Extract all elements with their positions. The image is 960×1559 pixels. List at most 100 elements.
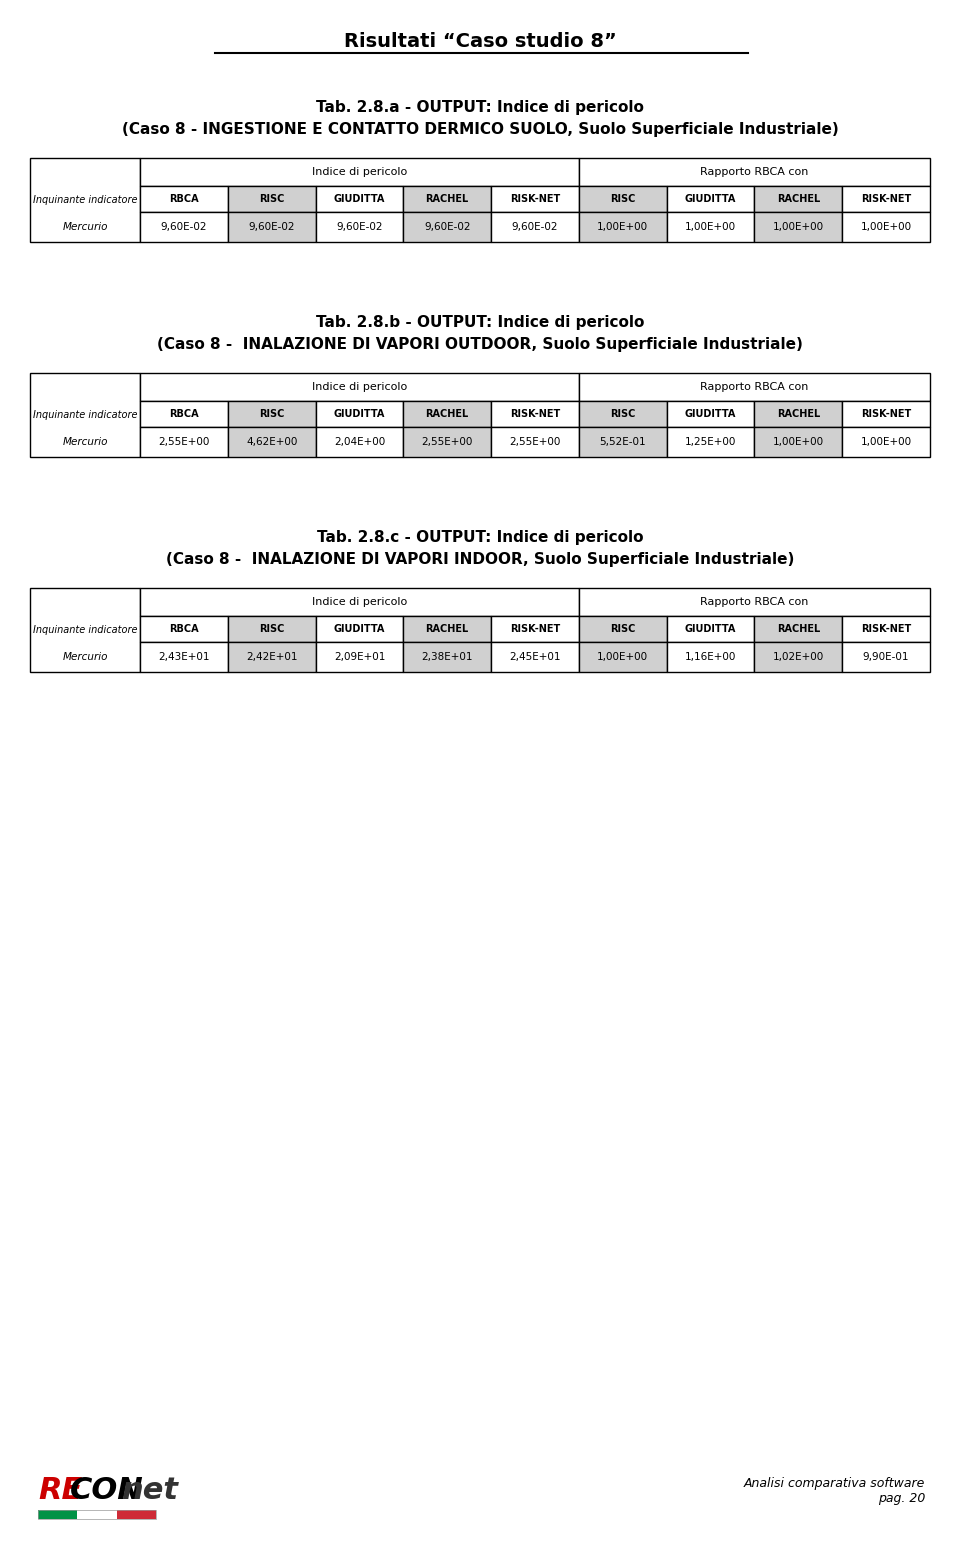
Bar (228, 401, 316, 427)
Text: 1,00E+00: 1,00E+00 (860, 437, 912, 447)
Text: RISC: RISC (611, 624, 636, 635)
Bar (842, 642, 930, 672)
Text: GIUDITTA: GIUDITTA (684, 624, 736, 635)
Bar (30, 373, 140, 457)
Bar (403, 427, 492, 457)
Bar (579, 212, 666, 242)
Text: RISC: RISC (259, 193, 284, 204)
Bar (140, 588, 579, 616)
Bar (316, 642, 403, 672)
Bar (403, 642, 492, 672)
Bar (228, 186, 316, 212)
Text: 9,60E-02: 9,60E-02 (160, 221, 207, 232)
Text: 2,45E+01: 2,45E+01 (509, 652, 561, 663)
Text: Indice di pericolo: Indice di pericolo (312, 597, 407, 606)
Bar (579, 427, 666, 457)
Text: 1,00E+00: 1,00E+00 (685, 221, 736, 232)
Bar (579, 373, 930, 401)
Text: CON: CON (70, 1476, 144, 1504)
Text: 9,60E-02: 9,60E-02 (249, 221, 295, 232)
Bar (403, 186, 492, 212)
Bar (316, 427, 403, 457)
Text: RBCA: RBCA (169, 193, 199, 204)
Bar (755, 427, 842, 457)
Bar (316, 616, 403, 642)
Bar (755, 186, 842, 212)
Bar (666, 212, 755, 242)
Text: Mercurio: Mercurio (62, 652, 108, 663)
Text: 9,90E-01: 9,90E-01 (863, 652, 909, 663)
Text: RACHEL: RACHEL (777, 193, 820, 204)
Text: Inquinante indicatore: Inquinante indicatore (33, 625, 137, 635)
Text: 1,00E+00: 1,00E+00 (597, 221, 648, 232)
Bar (38, 1511, 78, 1518)
Bar (579, 642, 666, 672)
Bar (140, 401, 228, 427)
Text: 2,42E+01: 2,42E+01 (246, 652, 298, 663)
Bar (403, 212, 492, 242)
Text: Inquinante indicatore: Inquinante indicatore (33, 195, 137, 204)
Text: GIUDITTA: GIUDITTA (334, 193, 385, 204)
Bar (403, 616, 492, 642)
Text: Tab. 2.8.c - OUTPUT: Indice di pericolo: Tab. 2.8.c - OUTPUT: Indice di pericolo (317, 530, 643, 546)
Bar (842, 401, 930, 427)
Text: RISK-NET: RISK-NET (510, 624, 560, 635)
Text: Analisi comparativa software
pag. 20: Analisi comparativa software pag. 20 (744, 1476, 925, 1504)
Text: Tab. 2.8.b - OUTPUT: Indice di pericolo: Tab. 2.8.b - OUTPUT: Indice di pericolo (316, 315, 644, 331)
Text: RBCA: RBCA (169, 624, 199, 635)
Text: Rapporto RBCA con: Rapporto RBCA con (700, 167, 808, 178)
Text: 9,60E-02: 9,60E-02 (512, 221, 559, 232)
Text: 5,52E-01: 5,52E-01 (599, 437, 646, 447)
Text: 1,00E+00: 1,00E+00 (597, 652, 648, 663)
Text: Indice di pericolo: Indice di pericolo (312, 167, 407, 178)
Bar (140, 373, 579, 401)
Bar (579, 186, 666, 212)
Text: 1,00E+00: 1,00E+00 (773, 221, 824, 232)
Text: RISK-NET: RISK-NET (861, 624, 911, 635)
Bar (140, 427, 228, 457)
Bar (842, 427, 930, 457)
Text: 9,60E-02: 9,60E-02 (336, 221, 383, 232)
Text: Indice di pericolo: Indice di pericolo (312, 382, 407, 391)
Text: 1,02E+00: 1,02E+00 (773, 652, 824, 663)
Bar (666, 427, 755, 457)
Text: RACHEL: RACHEL (425, 408, 468, 419)
Text: 2,43E+01: 2,43E+01 (158, 652, 209, 663)
Bar (316, 212, 403, 242)
Bar (755, 212, 842, 242)
Text: Mercurio: Mercurio (62, 221, 108, 232)
Bar (30, 588, 140, 672)
Bar (316, 401, 403, 427)
Text: (Caso 8 -  INALAZIONE DI VAPORI OUTDOOR, Suolo Superficiale Industriale): (Caso 8 - INALAZIONE DI VAPORI OUTDOOR, … (157, 337, 803, 352)
Bar (140, 616, 228, 642)
Text: 2,55E+00: 2,55E+00 (421, 437, 473, 447)
Bar (140, 186, 228, 212)
Bar (579, 616, 666, 642)
Text: RACHEL: RACHEL (425, 193, 468, 204)
Text: GIUDITTA: GIUDITTA (684, 193, 736, 204)
Text: 4,62E+00: 4,62E+00 (246, 437, 298, 447)
Bar (38, 1511, 156, 1518)
Text: RE: RE (38, 1476, 83, 1504)
Bar (492, 212, 579, 242)
Text: RACHEL: RACHEL (777, 408, 820, 419)
Text: Risultati “Caso studio 8”: Risultati “Caso studio 8” (344, 33, 616, 51)
Bar (492, 427, 579, 457)
Text: 2,55E+00: 2,55E+00 (510, 437, 561, 447)
Bar (842, 616, 930, 642)
Text: RISK-NET: RISK-NET (510, 408, 560, 419)
Bar (140, 642, 228, 672)
Text: net: net (121, 1476, 178, 1504)
Text: RISC: RISC (611, 408, 636, 419)
Bar (666, 186, 755, 212)
Text: RISK-NET: RISK-NET (861, 193, 911, 204)
Bar (666, 642, 755, 672)
Bar (403, 401, 492, 427)
Bar (666, 401, 755, 427)
Text: RBCA: RBCA (169, 408, 199, 419)
Bar (755, 616, 842, 642)
Text: (Caso 8 - INGESTIONE E CONTATTO DERMICO SUOLO, Suolo Superficiale Industriale): (Caso 8 - INGESTIONE E CONTATTO DERMICO … (122, 122, 838, 137)
Text: Mercurio: Mercurio (62, 437, 108, 447)
Bar (228, 642, 316, 672)
Text: RISC: RISC (259, 624, 284, 635)
